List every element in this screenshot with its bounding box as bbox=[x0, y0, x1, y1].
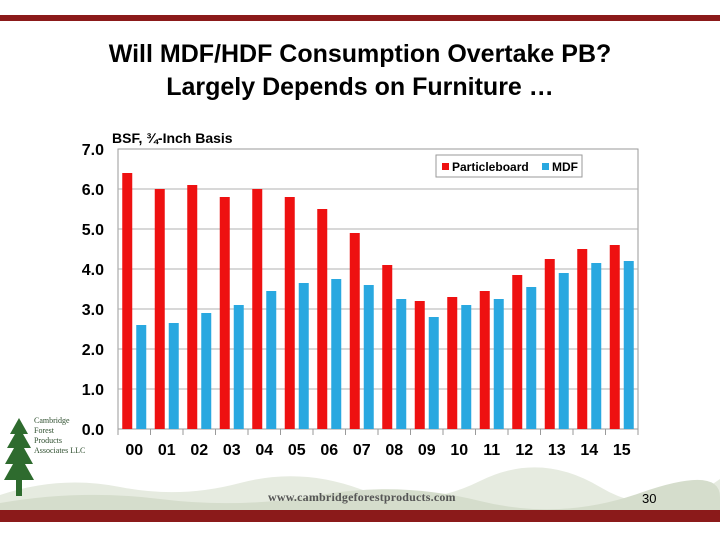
y-tick-label: 7.0 bbox=[82, 142, 104, 159]
x-tick-label: 09 bbox=[418, 442, 436, 459]
particleboard-bar bbox=[154, 189, 165, 429]
mdf-bar bbox=[363, 285, 374, 429]
mdf-bar bbox=[493, 299, 504, 429]
legend-swatch-particleboard bbox=[442, 163, 449, 170]
particleboard-bar bbox=[122, 173, 133, 429]
bottom-accent-bar bbox=[0, 510, 720, 522]
mdf-bar bbox=[331, 279, 342, 429]
mdf-bar bbox=[461, 305, 472, 429]
y-tick-label: 3.0 bbox=[82, 302, 104, 319]
x-tick-label: 14 bbox=[580, 442, 598, 459]
particleboard-bar bbox=[187, 185, 198, 429]
particleboard-bar bbox=[512, 275, 523, 429]
particleboard-bar bbox=[252, 189, 263, 429]
particleboard-bar bbox=[349, 233, 360, 429]
x-tick-label: 00 bbox=[125, 442, 143, 459]
mdf-bar bbox=[136, 325, 147, 429]
bar-chart: 0.0 1.0 2.0 3.0 4.0 5.0 6.0 7.0 BSF, ¾-Inch Basi… bbox=[82, 130, 639, 459]
footer-hills-graphic bbox=[0, 467, 720, 510]
footer-url: www.cambridgeforestproducts.com bbox=[268, 490, 456, 504]
legend-swatch-mdf bbox=[542, 163, 549, 170]
particleboard-bar bbox=[284, 197, 295, 429]
mdf-bar bbox=[168, 323, 179, 429]
particleboard-bar bbox=[219, 197, 230, 429]
mdf-bar bbox=[526, 287, 537, 429]
mdf-bar bbox=[591, 263, 602, 429]
unit-label: BSF, ¾-Inch Basis bbox=[112, 130, 233, 146]
y-tick-label: 1.0 bbox=[82, 382, 104, 399]
mdf-bar bbox=[428, 317, 439, 429]
y-tick-label: 5.0 bbox=[82, 222, 104, 239]
page-number: 30 bbox=[642, 491, 657, 506]
particleboard-bar bbox=[577, 249, 588, 429]
x-tick-label: 12 bbox=[515, 442, 533, 459]
x-tick-label: 05 bbox=[288, 442, 306, 459]
legend-label-particleboard: Particleboard bbox=[452, 160, 529, 174]
legend-label-mdf: MDF bbox=[552, 160, 578, 174]
particleboard-bar bbox=[609, 245, 620, 429]
x-tick-label: 06 bbox=[320, 442, 338, 459]
y-tick-label: 6.0 bbox=[82, 182, 104, 199]
mdf-bar bbox=[266, 291, 277, 429]
mdf-bar bbox=[298, 283, 309, 429]
x-tick-label: 03 bbox=[223, 442, 241, 459]
x-tick-label: 02 bbox=[190, 442, 208, 459]
y-tick-label: 4.0 bbox=[82, 262, 104, 279]
x-tick-label: 15 bbox=[613, 442, 631, 459]
x-tick-label: 11 bbox=[483, 442, 500, 459]
particleboard-bar bbox=[447, 297, 458, 429]
mdf-bar bbox=[396, 299, 407, 429]
x-tick-label: 01 bbox=[158, 442, 176, 459]
particleboard-bar bbox=[544, 259, 555, 429]
title-line-1: Will MDF/HDF Consumption Overtake PB? bbox=[108, 40, 612, 68]
x-tick-label: 10 bbox=[450, 442, 468, 459]
mdf-bar bbox=[623, 261, 634, 429]
particleboard-bar bbox=[317, 209, 328, 429]
mdf-bar bbox=[233, 305, 244, 429]
x-tick-label: 13 bbox=[548, 442, 566, 459]
mdf-bar bbox=[558, 273, 569, 429]
pine-tree-logo-icon bbox=[4, 418, 34, 496]
logo-text: Cambridge Forest Products Associates LLC bbox=[34, 416, 86, 455]
particleboard-bar bbox=[382, 265, 393, 429]
particleboard-bar bbox=[479, 291, 490, 429]
x-tick-label: 07 bbox=[353, 442, 371, 459]
x-tick-label: 04 bbox=[255, 442, 273, 459]
x-tick-label: 08 bbox=[385, 442, 403, 459]
top-accent-bar bbox=[0, 15, 720, 21]
y-tick-label: 0.0 bbox=[82, 422, 104, 439]
slide-title: Will MDF/HDF Consumption Overtake PB? La… bbox=[0, 38, 720, 104]
title-line-2: Largely Depends on Furniture … bbox=[166, 73, 554, 101]
mdf-bar bbox=[201, 313, 212, 429]
particleboard-bar bbox=[414, 301, 425, 429]
y-tick-label: 2.0 bbox=[82, 342, 104, 359]
legend-box bbox=[435, 154, 583, 178]
